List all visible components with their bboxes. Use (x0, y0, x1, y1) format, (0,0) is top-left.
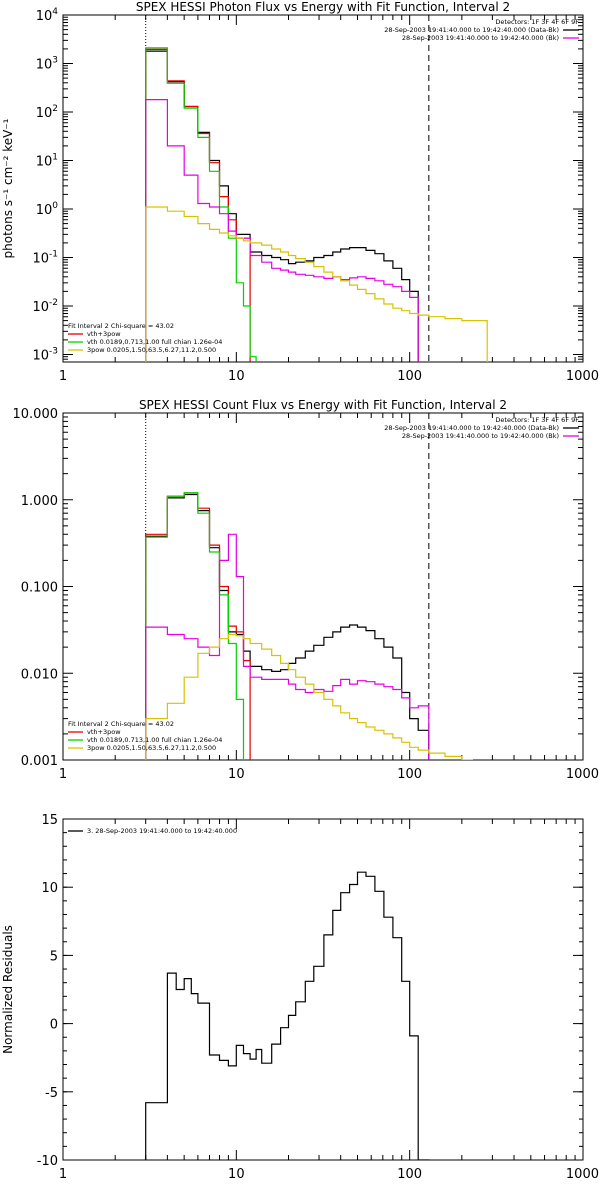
chart-1-series-4 (145, 633, 473, 760)
chart-2-series-group (145, 871, 430, 1160)
chart-2-x-tick-label: 100 (397, 1167, 422, 1182)
chart-0-x-tick-label: 10 (228, 369, 245, 384)
chart-0-legend-title: Fit Interval 2 Chi-square = 43.02 (68, 322, 174, 330)
chart-0-y-axis-label: photons s⁻¹ cm⁻² keV⁻¹ (1, 118, 15, 258)
chart-0-frame (62, 14, 584, 363)
chart-1-series-3 (145, 533, 430, 760)
chart-1-legend-text: vth+3pow (87, 728, 121, 736)
chart-2-y-tick-label: 0 (50, 1018, 58, 1033)
chart-1-header-text: Detectors: 1F 3F 4F 6F 9F (495, 416, 579, 424)
chart-0-y-tick-label: 10-1 (32, 249, 58, 266)
chart-1-y-tick-label: 1.000 (21, 494, 58, 509)
chart-0-series-group (145, 47, 488, 362)
chart-2-y-tick-label: 15 (41, 813, 58, 828)
chart-0-panel: SPEX HESSI Photon Flux vs Energy with Fi… (1, 0, 599, 384)
chart-2-legend-text: 3. 28-Sep-2003 19:41:40.000 to 19:42:40.… (87, 827, 237, 835)
chart-2-y-tick-label: -10 (37, 1154, 58, 1169)
chart-2-x-tick-label: 10 (228, 1167, 245, 1182)
chart-2-panel: Normalized Residuals 1 10 100 1000 -10 -5 0 5 10 1… (1, 813, 599, 1182)
chart-1-legend-text: 3pow 0.0205,1.50,63.5,6.27,11.2,0.500 (87, 744, 216, 752)
chart-1-legend-text: vth 0.0189,0.713,1.00 full chian 1.26e-0… (87, 736, 222, 744)
chart-0-series-4 (145, 206, 488, 362)
chart-0-legend-text: vth+3pow (87, 330, 121, 338)
chart-1-y-tick-label: 0.100 (21, 581, 58, 596)
chart-2-x-tick-label: 1 (59, 1167, 67, 1182)
chart-1-series-2 (145, 492, 245, 760)
chart-0-series-2 (145, 47, 257, 362)
chart-0-header-text: 28-Sep-2003 19:41:40.000 to 19:42:40.000… (402, 34, 559, 42)
chart-1-series-group (145, 492, 473, 760)
chart-0-y-tick-label: 103 (36, 55, 58, 72)
chart-2-x-tick-label: 1000 (566, 1167, 599, 1182)
chart-2-y-axis-label: Normalized Residuals (1, 925, 15, 1054)
chart-0-header-text: 28-Sep-2003 19:41:40.000 to 19:42:40.000… (384, 26, 559, 34)
chart-0-legend-text: 3pow 0.0205,1.50,63.5,6.27,11.2,0.500 (87, 346, 216, 354)
chart-1-frame (62, 412, 584, 761)
chart-2-y-tick-label: -5 (45, 1086, 58, 1101)
chart-1-x-tick-label: 1000 (566, 767, 599, 782)
chart-0-x-tick-label: 1 (59, 369, 67, 384)
chart-0-y-tick-label: 104 (36, 7, 59, 24)
chart-0-title: SPEX HESSI Photon Flux vs Energy with Fi… (136, 0, 510, 14)
chart-2-frame (62, 818, 584, 1161)
chart-2-series-0 (145, 871, 430, 1160)
chart-0-y-tick-label: 10-3 (32, 346, 58, 363)
chart-0-x-tick-label: 1000 (566, 369, 599, 384)
chart-0-header-text: Detectors: 1F 3F 4F 6F 9F (495, 18, 579, 26)
chart-1-x-tick-label: 1 (59, 767, 67, 782)
chart-1-x-tick-label: 10 (228, 767, 245, 782)
chart-1-series-0 (145, 493, 430, 760)
chart-1-y-tick-label: 0.001 (21, 754, 58, 769)
chart-2-y-tick-label: 10 (41, 881, 58, 896)
chart-0-y-tick-label: 10-2 (32, 298, 58, 315)
chart-1-panel: SPEX HESSI Count Flux vs Energy with Fit… (13, 398, 600, 782)
chart-1-header-text: 28-Sep-2003 19:41:40.000 to 19:42:40.000… (402, 432, 559, 440)
chart-1-x-tick-label: 100 (397, 767, 422, 782)
chart-1-y-tick-label: 10.000 (13, 407, 59, 422)
chart-2-y-tick-label: 5 (50, 949, 58, 964)
chart-1-title: SPEX HESSI Count Flux vs Energy with Fit… (139, 398, 507, 412)
chart-0-legend-text: vth 0.0189,0.713,1.00 full chian 1.26e-0… (87, 338, 222, 346)
chart-0-y-tick-label: 101 (36, 152, 58, 169)
chart-1-legend-title: Fit Interval 2 Chi-square = 43.02 (68, 720, 174, 728)
chart-0-y-tick-label: 102 (36, 104, 58, 121)
chart-1-header-text: 28-Sep-2003 19:41:40.000 to 19:42:40.000… (384, 424, 559, 432)
chart-1-y-tick-label: 0.010 (21, 667, 58, 682)
chart-0-series-3 (145, 99, 419, 362)
chart-0-x-tick-label: 100 (397, 369, 422, 384)
chart-0-y-tick-label: 100 (36, 201, 59, 218)
